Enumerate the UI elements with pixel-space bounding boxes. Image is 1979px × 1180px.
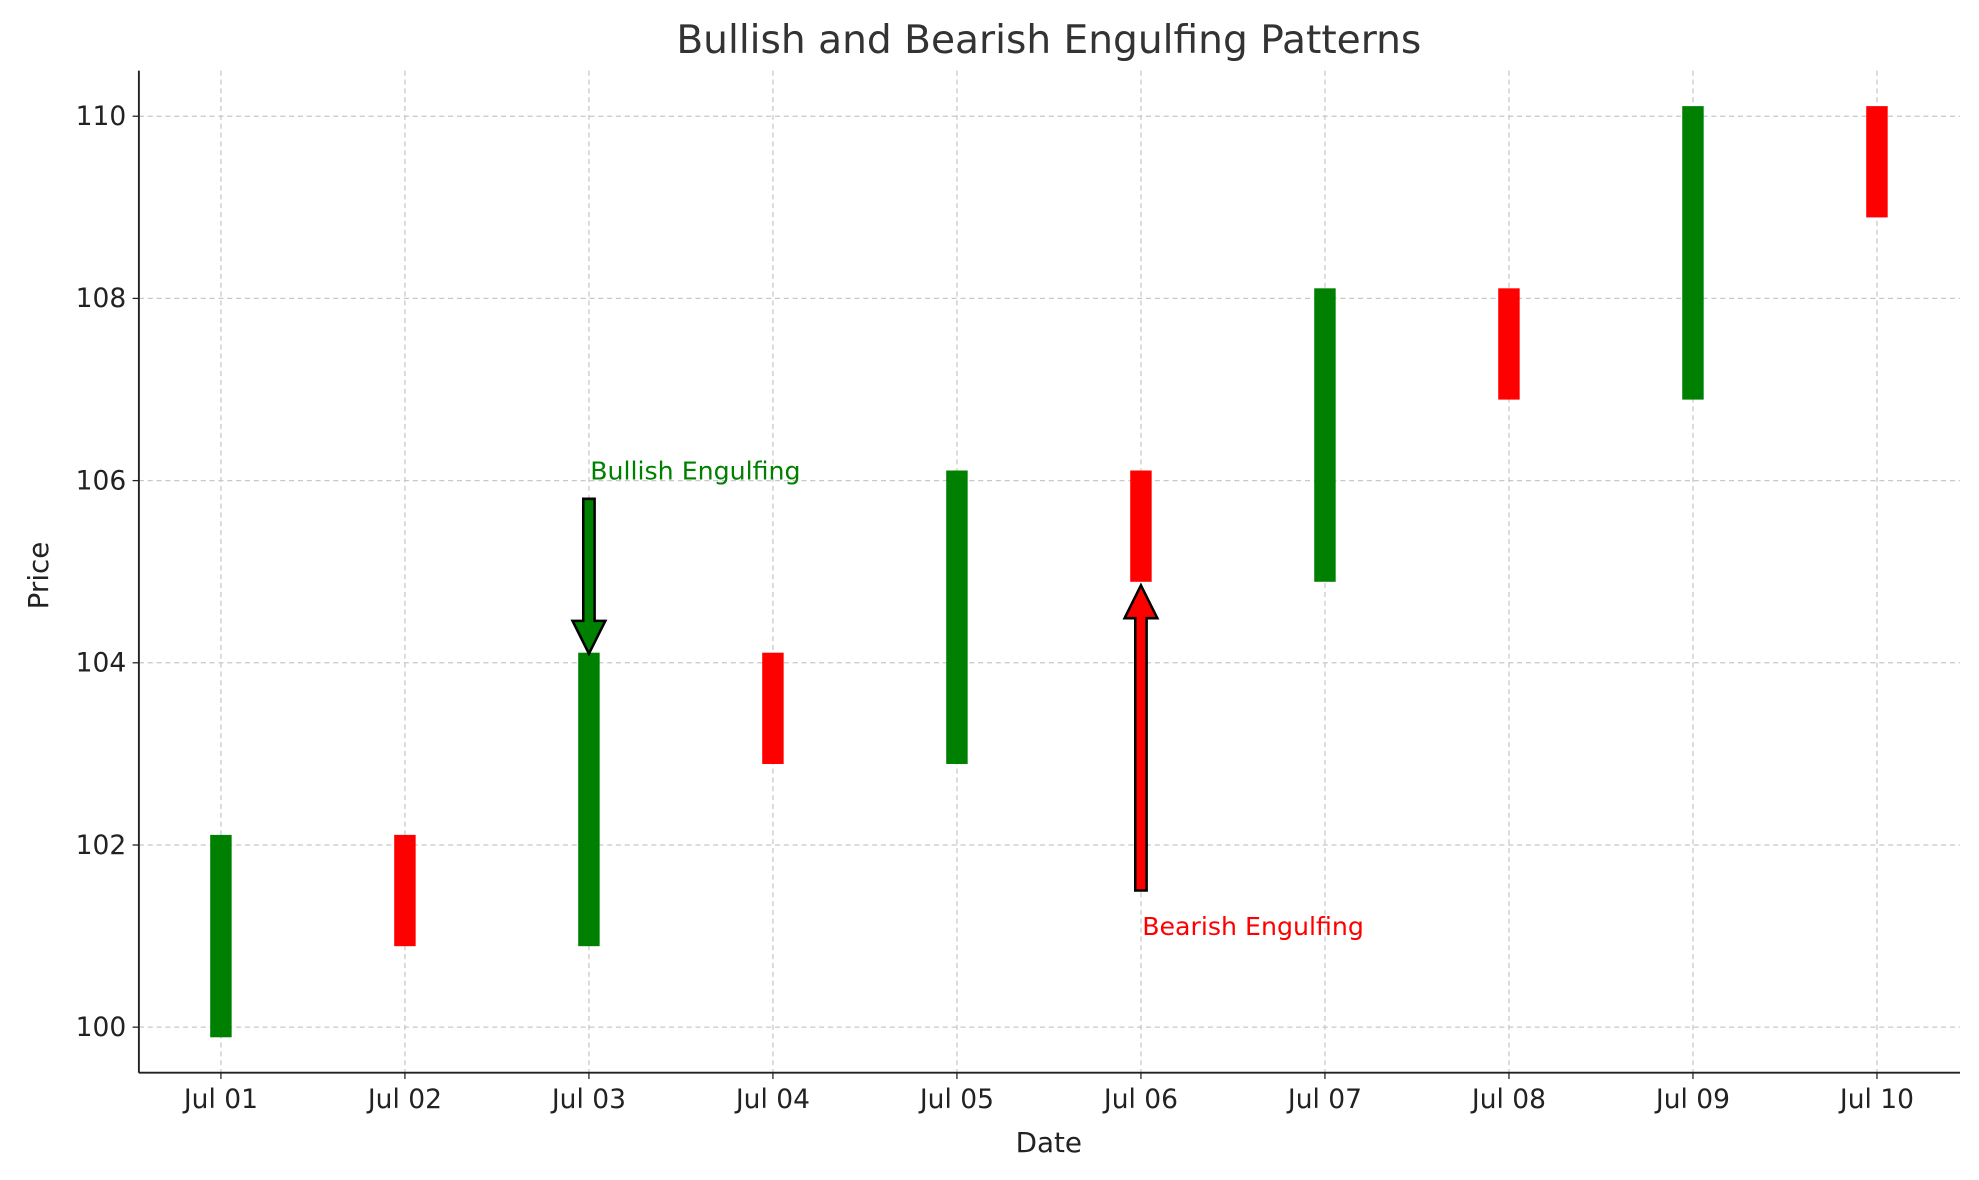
- chart-title: Bullish and Bearish Engulfing Patterns: [676, 18, 1421, 63]
- x-tick-label: Jul 04: [734, 1084, 810, 1115]
- bullish-candle: [1314, 288, 1336, 582]
- y-tick-label: 106: [76, 465, 127, 496]
- annotation-label: Bullish Engulfing: [590, 456, 800, 485]
- x-tick-label: Jul 06: [1102, 1084, 1178, 1115]
- bullish-candle: [210, 834, 232, 1038]
- annotation-arrow: [570, 497, 608, 657]
- x-tick-label: Jul 09: [1654, 1084, 1730, 1115]
- annotation-label: Bearish Engulfing: [1142, 912, 1364, 941]
- bullish-candle: [578, 652, 600, 947]
- bearish-candle: [762, 652, 784, 764]
- x-tick-label: Jul 05: [918, 1084, 994, 1115]
- x-tick-label: Jul 10: [1838, 1084, 1914, 1115]
- bearish-candle: [394, 834, 416, 947]
- x-tick-label: Jul 01: [182, 1084, 258, 1115]
- bullish-candle: [946, 470, 968, 764]
- y-tick-label: 104: [76, 648, 127, 679]
- y-tick-label: 110: [76, 101, 127, 132]
- y-tick-label: 100: [76, 1012, 127, 1043]
- x-tick-label: Jul 02: [366, 1084, 442, 1115]
- y-tick-label: 108: [76, 283, 127, 314]
- x-tick-label: Jul 08: [1470, 1084, 1546, 1115]
- bearish-candle: [1130, 470, 1152, 582]
- x-tick-label: Jul 03: [550, 1084, 626, 1115]
- bearish-candle: [1498, 288, 1520, 400]
- y-axis-label: Price: [22, 542, 55, 610]
- y-tick-label: 102: [76, 830, 127, 861]
- annotation-arrow: [1122, 582, 1160, 892]
- bullish-candle: [1682, 106, 1704, 400]
- x-tick-label: Jul 07: [1286, 1084, 1362, 1115]
- x-axis-label: Date: [1016, 1126, 1082, 1159]
- bearish-candle: [1866, 106, 1888, 218]
